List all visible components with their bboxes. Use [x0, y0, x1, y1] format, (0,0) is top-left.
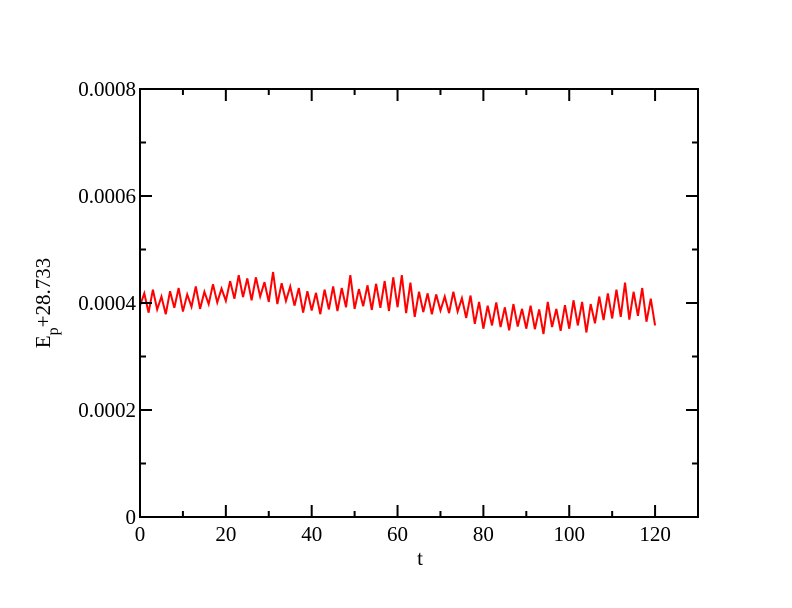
- y-tick-label: 0.0004: [78, 291, 136, 315]
- y-tick-label: 0.0002: [78, 398, 136, 422]
- x-tick-label: 80: [473, 522, 494, 546]
- y-tick-label: 0: [126, 505, 137, 529]
- data-line: [139, 271, 657, 335]
- x-tick-label: 120: [639, 522, 671, 546]
- x-axis-label: t: [417, 546, 423, 570]
- y-axis-label: Ep+28.733: [31, 258, 62, 348]
- y-label-main: E: [31, 335, 55, 348]
- y-label-sub: p: [45, 327, 62, 335]
- y-tick-label: 0.0006: [78, 184, 136, 208]
- y-tick-label: 0.0008: [78, 77, 136, 101]
- x-tick-label: 60: [387, 522, 408, 546]
- x-tick-label: 20: [215, 522, 236, 546]
- y-label-rest: +28.733: [31, 258, 55, 328]
- x-tick-label: 100: [553, 522, 585, 546]
- x-tick-label: 40: [301, 522, 322, 546]
- y-axis-label-text: Ep+28.733: [31, 258, 62, 348]
- x-tick-label: 0: [135, 522, 146, 546]
